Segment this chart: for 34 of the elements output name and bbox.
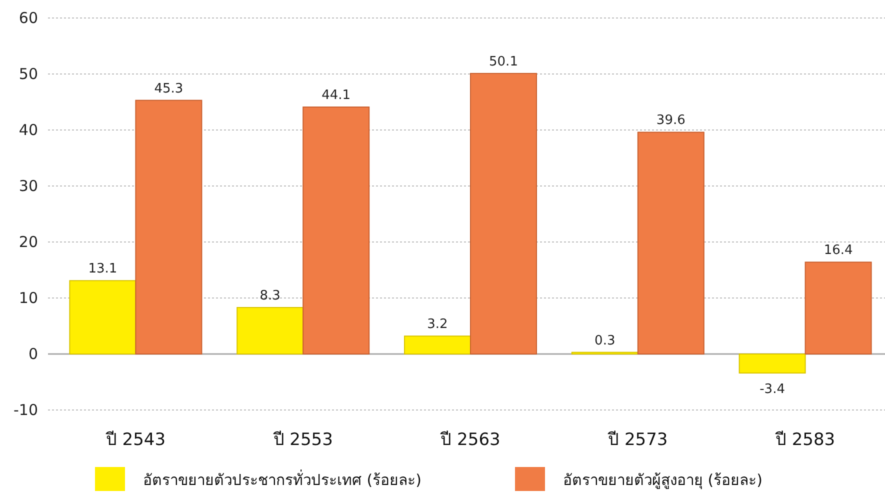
x-tick-label: ปี 2563 bbox=[440, 430, 500, 450]
y-tick-label: -10 bbox=[14, 401, 38, 419]
y-tick-label: 30 bbox=[18, 177, 38, 195]
data-label: 44.1 bbox=[322, 88, 351, 104]
data-label: 39.6 bbox=[656, 113, 686, 128]
bar bbox=[637, 132, 704, 354]
bar bbox=[738, 354, 806, 374]
x-tick-label: ปี 2543 bbox=[104, 430, 166, 450]
data-label: 13.1 bbox=[88, 262, 118, 277]
bar bbox=[404, 336, 471, 354]
data-label: 50.1 bbox=[489, 54, 518, 70]
y-tick-label: 20 bbox=[18, 233, 38, 251]
y-tick-label: 0 bbox=[28, 345, 38, 363]
data-label: -3.4 bbox=[760, 382, 785, 398]
bar bbox=[804, 262, 872, 354]
bar bbox=[302, 106, 370, 354]
bar bbox=[236, 307, 304, 354]
y-tick-label: 10 bbox=[18, 289, 38, 307]
y-tick-label: 50 bbox=[18, 65, 38, 83]
x-tick-label: ปี 2583 bbox=[774, 430, 836, 450]
legend-label: อัตราขยายตัวประชากรทั่วประเทศ (ร้อยละ) bbox=[143, 469, 422, 489]
x-tick-label: ปี 2573 bbox=[607, 430, 668, 450]
bar bbox=[135, 100, 202, 354]
y-tick-label: 40 bbox=[18, 121, 38, 139]
y-tick-label: 60 bbox=[18, 9, 38, 27]
data-label: 3.2 bbox=[427, 317, 448, 332]
x-tick-label: ปี 2553 bbox=[272, 430, 333, 450]
bar bbox=[470, 72, 537, 354]
data-label: 8.3 bbox=[260, 288, 280, 304]
legend-label: อัตราขยายตัวผู้สูงอายุ (ร้อยละ) bbox=[563, 471, 762, 490]
data-label: 45.3 bbox=[154, 81, 184, 96]
data-label: 0.3 bbox=[594, 333, 616, 348]
bar bbox=[69, 280, 136, 354]
data-label: 16.4 bbox=[824, 243, 853, 258]
